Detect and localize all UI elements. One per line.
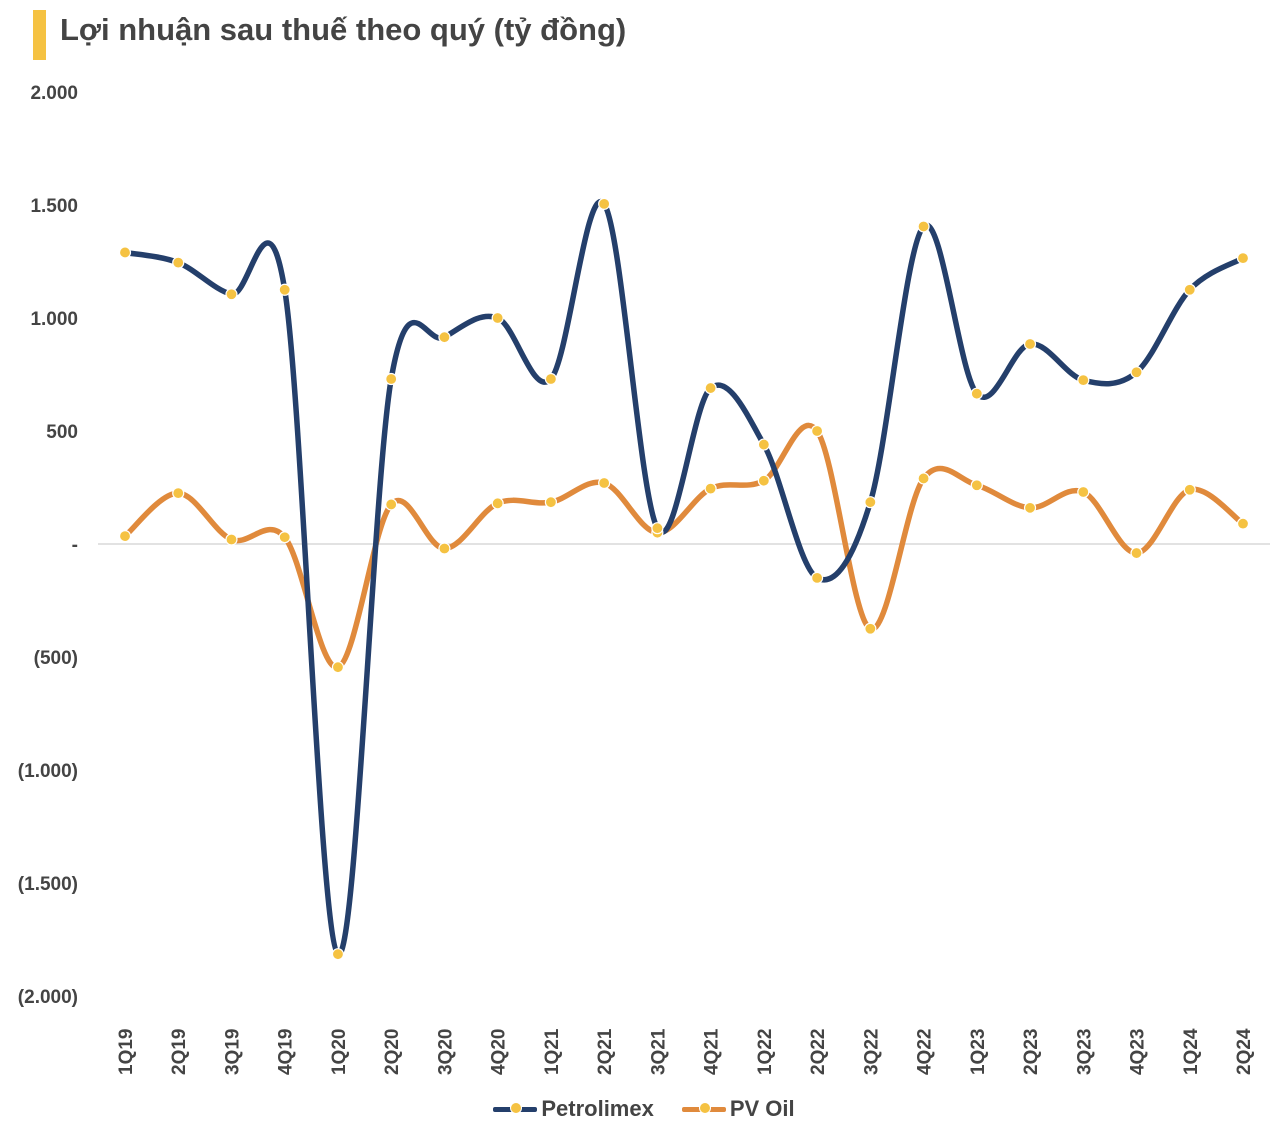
data-point-petrolimex xyxy=(172,256,185,269)
data-point-petrolimex xyxy=(491,311,504,325)
data-point-pv-oil xyxy=(385,498,398,511)
y-tick-label: 1.000 xyxy=(30,309,78,330)
data-point-petrolimex xyxy=(331,948,345,961)
chart-title: Lợi nhuận sau thuế theo quý (tỷ đồng) xyxy=(60,12,627,47)
y-tick-label: - xyxy=(72,535,78,556)
x-tick-label: 3Q19 xyxy=(222,1029,243,1075)
series-line-petrolimex xyxy=(122,198,1246,957)
y-axis: 2.000 1.500 1.000 500 - (500) (1.000) (1.500) (2… xyxy=(18,83,78,1008)
x-tick-label: 1Q23 xyxy=(968,1029,989,1075)
y-tick-label: 500 xyxy=(46,422,78,443)
series-line-pv-oil xyxy=(122,422,1246,670)
x-tick-label: 2Q19 xyxy=(169,1029,190,1075)
y-tick-label: 2.000 xyxy=(30,83,78,104)
data-point-petrolimex xyxy=(598,197,611,210)
x-tick-label: 3Q22 xyxy=(861,1029,882,1075)
data-point-petrolimex xyxy=(704,381,717,395)
x-tick-label: 1Q19 xyxy=(116,1029,137,1075)
x-tick-label: 1Q24 xyxy=(1181,1028,1202,1075)
x-tick-label: 4Q22 xyxy=(915,1029,936,1075)
y-tick-label: (1.500) xyxy=(18,874,78,895)
x-tick-label: 2Q21 xyxy=(595,1028,616,1075)
data-point-petrolimex xyxy=(917,220,930,233)
line-chart: 2.000 1.500 1.000 500 - (500) (1.000) (1.500) (2… xyxy=(18,83,1270,1075)
legend-swatch-pvoil xyxy=(681,1101,726,1114)
data-point-petrolimex xyxy=(544,372,558,386)
x-tick-label: 3Q21 xyxy=(648,1028,669,1075)
y-tick-label: (500) xyxy=(34,648,78,669)
legend-label-petrolimex: Petrolimex xyxy=(541,1096,654,1121)
data-point-pv-oil xyxy=(1077,485,1090,499)
data-point-pv-oil xyxy=(331,661,345,674)
x-tick-label: 4Q23 xyxy=(1128,1029,1149,1075)
data-point-petrolimex xyxy=(1130,366,1143,379)
data-point-petrolimex xyxy=(864,496,877,509)
y-tick-label: 1.500 xyxy=(30,196,78,217)
data-point-pv-oil xyxy=(118,529,132,543)
series-group xyxy=(118,197,1250,961)
data-point-petrolimex xyxy=(1183,283,1196,296)
data-point-pv-oil xyxy=(438,542,451,555)
x-tick-label: 1Q20 xyxy=(329,1029,350,1075)
x-tick-label: 1Q22 xyxy=(755,1029,776,1075)
y-tick-label: (1.000) xyxy=(18,761,78,782)
data-point-petrolimex xyxy=(278,283,291,296)
x-tick-label: 1Q21 xyxy=(542,1028,563,1075)
x-tick-label: 3Q23 xyxy=(1074,1029,1095,1075)
title-accent-bar xyxy=(33,10,46,60)
y-tick-label: (2.000) xyxy=(18,987,78,1008)
data-point-petrolimex xyxy=(810,571,824,585)
data-point-pv-oil xyxy=(1236,517,1250,530)
legend-marker-icon xyxy=(698,1101,711,1114)
x-tick-label: 2Q24 xyxy=(1234,1028,1255,1075)
legend-swatch-petrolimex xyxy=(493,1101,538,1114)
data-point-pv-oil xyxy=(970,479,983,492)
data-point-pv-oil xyxy=(225,533,238,546)
data-point-petrolimex xyxy=(118,246,132,259)
data-point-pv-oil xyxy=(810,424,824,438)
data-point-petrolimex xyxy=(651,522,664,535)
x-tick-label: 2Q22 xyxy=(808,1029,829,1075)
data-point-pv-oil xyxy=(172,487,185,500)
data-point-petrolimex xyxy=(1023,337,1037,351)
data-point-petrolimex xyxy=(1077,374,1090,387)
legend-label-pvoil: PV Oil xyxy=(729,1096,795,1121)
data-point-petrolimex xyxy=(757,438,770,451)
x-tick-label: 3Q20 xyxy=(435,1029,456,1075)
data-point-petrolimex xyxy=(385,372,398,386)
x-tick-label: 2Q23 xyxy=(1021,1029,1042,1075)
x-tick-label: 4Q20 xyxy=(489,1029,510,1075)
data-point-petrolimex xyxy=(225,288,238,301)
data-point-pv-oil xyxy=(864,622,877,635)
data-point-petrolimex xyxy=(970,387,983,400)
data-point-pv-oil xyxy=(1130,546,1143,560)
data-point-pv-oil xyxy=(757,474,770,487)
legend-item-pvoil: PV Oil xyxy=(681,1096,795,1122)
data-point-pv-oil xyxy=(598,476,611,490)
data-point-pv-oil xyxy=(1023,501,1037,514)
data-point-pv-oil xyxy=(917,472,930,485)
data-point-pv-oil xyxy=(544,496,558,509)
data-point-pv-oil xyxy=(704,482,717,495)
data-point-pv-oil xyxy=(491,497,504,510)
x-tick-label: 4Q19 xyxy=(276,1029,297,1075)
data-point-pv-oil xyxy=(1183,483,1196,496)
data-point-petrolimex xyxy=(1236,252,1250,265)
legend: Petrolimex PV Oil xyxy=(0,1096,1288,1122)
x-tick-label: 4Q21 xyxy=(702,1028,723,1075)
legend-item-petrolimex: Petrolimex xyxy=(493,1096,654,1122)
legend-marker-icon xyxy=(510,1101,523,1114)
data-point-pv-oil xyxy=(278,531,291,544)
data-point-petrolimex xyxy=(438,331,451,344)
x-axis: 1Q19 2Q19 3Q19 4Q19 1Q20 2Q20 3Q20 4Q20 1Q21 2Q21… xyxy=(116,1028,1255,1075)
x-tick-label: 2Q20 xyxy=(382,1029,403,1075)
